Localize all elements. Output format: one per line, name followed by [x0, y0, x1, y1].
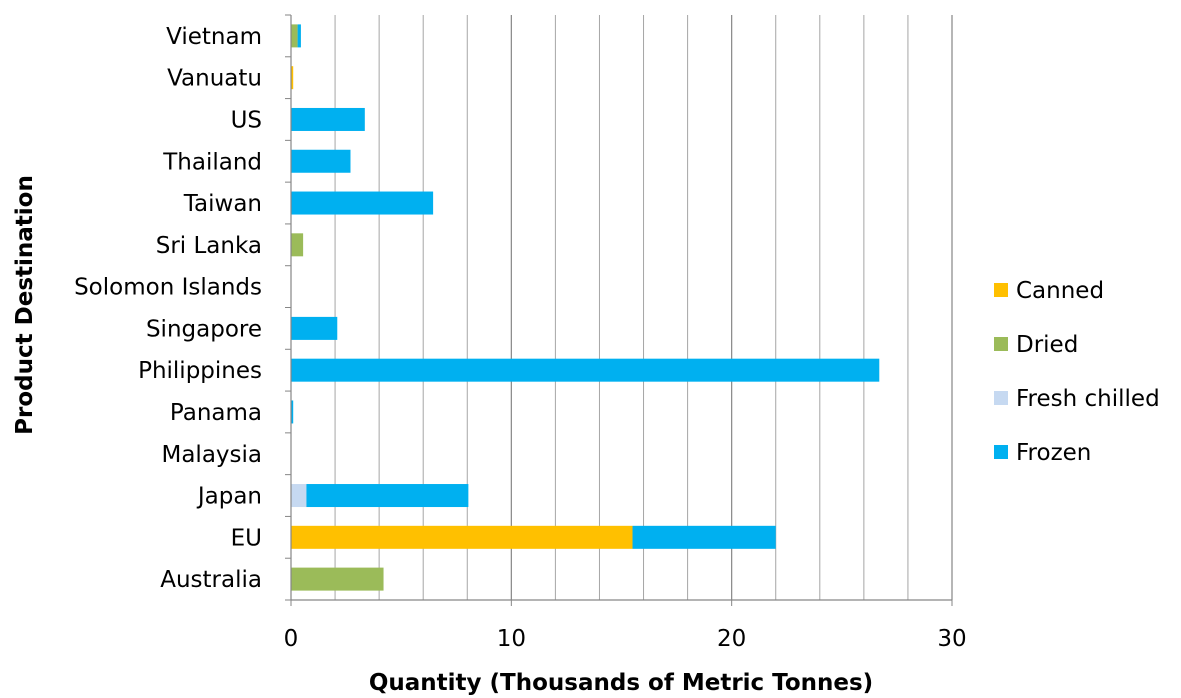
y-tick-label: Vanuatu — [167, 66, 262, 92]
x-tick-label: 0 — [284, 626, 299, 652]
y-tick-label: Singapore — [146, 316, 262, 342]
legend-label-canned: Canned — [1016, 278, 1104, 304]
y-axis-title: Product Destination — [12, 175, 38, 435]
y-tick-label: Philippines — [138, 358, 262, 384]
x-tick-label: 20 — [717, 626, 746, 652]
gridlines — [334, 15, 953, 600]
bar-singapore-frozen — [291, 316, 338, 340]
y-tick-label: Solomon Islands — [74, 275, 262, 301]
bar-philippines-frozen — [291, 358, 880, 382]
y-tick-label: EU — [231, 525, 262, 551]
x-tick-label: 10 — [497, 626, 526, 652]
legend-label-fresh-chilled: Fresh chilled — [1016, 386, 1160, 412]
y-tick-label: Sri Lanka — [156, 233, 262, 259]
bar-eu-frozen — [632, 525, 776, 549]
legend: Canned Dried Fresh chilled Frozen — [994, 278, 1160, 466]
legend-swatch-canned — [994, 283, 1008, 297]
bar-japan-fresh-chilled — [291, 484, 307, 508]
bars — [291, 24, 880, 591]
bar-eu-canned — [291, 525, 633, 549]
y-tick-label: Thailand — [162, 149, 262, 175]
y-tick-label: Australia — [160, 567, 262, 593]
legend-swatch-fresh-chilled — [994, 391, 1008, 405]
y-tick-label: Malaysia — [161, 442, 262, 468]
legend-swatch-dried — [994, 337, 1008, 351]
y-tick-label: Panama — [170, 400, 262, 426]
bar-sri-lanka-dried — [291, 233, 304, 257]
bar-taiwan-frozen — [291, 191, 434, 215]
legend-label-frozen: Frozen — [1016, 440, 1091, 466]
x-axis-title: Quantity (Thousands of Metric Tonnes) — [369, 670, 873, 696]
y-tick-label: Taiwan — [183, 191, 262, 217]
bar-us-frozen — [291, 107, 365, 131]
axes: Vietnam Vanuatu US Thailand Taiwan Sri Lanka S… — [74, 14, 967, 652]
bar-japan-frozen — [306, 484, 469, 508]
bar-vietnam-dried — [291, 24, 298, 48]
x-tick-label: 30 — [937, 626, 966, 652]
bar-vanuatu-canned — [291, 66, 294, 90]
y-tick-label: Vietnam — [166, 24, 262, 50]
bar-thailand-frozen — [291, 149, 351, 173]
y-tick-label: US — [231, 107, 262, 133]
bar-panama-frozen — [291, 400, 294, 424]
bar-vietnam-frozen — [297, 24, 301, 48]
legend-swatch-frozen — [994, 445, 1008, 459]
legend-label-dried: Dried — [1016, 332, 1078, 358]
y-tick-label: Japan — [196, 484, 262, 510]
bar-australia-dried — [291, 567, 384, 591]
